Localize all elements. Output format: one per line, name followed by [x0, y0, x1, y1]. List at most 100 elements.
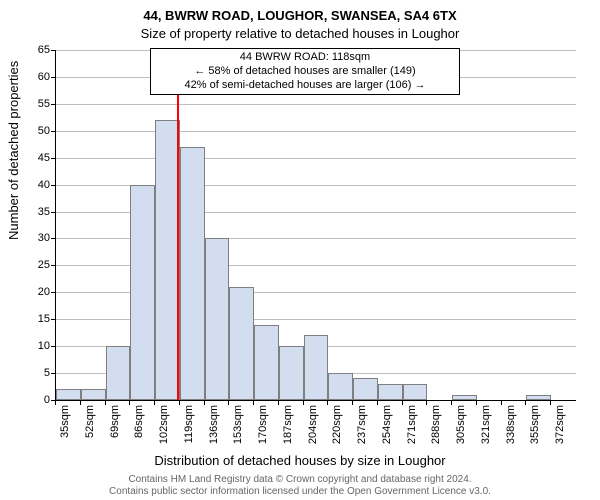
y-axis-label: Number of detached properties	[6, 61, 21, 240]
annotation-line-1: 44 BWRW ROAD: 118sqm	[155, 51, 455, 65]
annotation-line-2: ← 58% of detached houses are smaller (14…	[155, 65, 455, 79]
histogram-bar	[403, 384, 428, 400]
x-tick-mark	[550, 400, 551, 405]
x-tick-label: 52sqm	[84, 405, 96, 438]
histogram-bar	[229, 287, 254, 400]
y-tick-label: 35	[28, 206, 50, 218]
y-tick-label: 65	[28, 44, 50, 56]
grid-line	[56, 158, 576, 159]
histogram-bar	[254, 325, 279, 400]
x-tick-label: 102sqm	[158, 405, 170, 444]
y-tick-label: 15	[28, 313, 50, 325]
y-tick-mark	[51, 292, 56, 293]
x-tick-label: 69sqm	[109, 405, 121, 438]
x-tick-mark	[278, 400, 279, 405]
x-tick-label: 153sqm	[232, 405, 244, 444]
y-tick-mark	[51, 158, 56, 159]
x-tick-label: 35sqm	[59, 405, 71, 438]
histogram-bar	[81, 389, 106, 400]
y-tick-mark	[51, 346, 56, 347]
y-tick-mark	[51, 131, 56, 132]
footer-line-2: Contains public sector information licen…	[0, 486, 600, 498]
histogram-bar	[353, 378, 378, 400]
x-tick-mark	[476, 400, 477, 405]
x-tick-mark	[228, 400, 229, 405]
histogram-bar	[378, 384, 403, 400]
x-tick-mark	[377, 400, 378, 405]
y-tick-label: 55	[28, 98, 50, 110]
x-tick-mark	[105, 400, 106, 405]
grid-line	[56, 104, 576, 105]
x-tick-mark	[179, 400, 180, 405]
histogram-bar	[328, 373, 353, 400]
x-tick-mark	[55, 400, 56, 405]
plot-area	[55, 50, 576, 401]
x-tick-label: 305sqm	[455, 405, 467, 444]
y-tick-mark	[51, 319, 56, 320]
x-tick-label: 355sqm	[529, 405, 541, 444]
y-tick-label: 50	[28, 125, 50, 137]
x-tick-label: 372sqm	[554, 405, 566, 444]
y-tick-mark	[51, 104, 56, 105]
x-tick-mark	[204, 400, 205, 405]
histogram-bar	[304, 335, 329, 400]
x-tick-label: 119sqm	[183, 405, 195, 443]
x-tick-mark	[402, 400, 403, 405]
histogram-bar	[130, 185, 155, 400]
y-tick-label: 0	[28, 394, 50, 406]
histogram-bar	[452, 395, 477, 400]
x-tick-label: 136sqm	[208, 405, 220, 444]
x-tick-label: 170sqm	[257, 405, 269, 444]
x-tick-mark	[352, 400, 353, 405]
x-tick-label: 204sqm	[307, 405, 319, 444]
x-tick-label: 288sqm	[430, 405, 442, 444]
x-tick-mark	[327, 400, 328, 405]
x-tick-label: 86sqm	[133, 405, 145, 438]
x-tick-label: 338sqm	[505, 405, 517, 444]
footer-attribution: Contains HM Land Registry data © Crown c…	[0, 474, 600, 498]
x-tick-mark	[501, 400, 502, 405]
y-tick-mark	[51, 77, 56, 78]
histogram-bar	[526, 395, 551, 400]
x-axis-label: Distribution of detached houses by size …	[0, 453, 600, 468]
x-tick-label: 187sqm	[282, 405, 294, 444]
x-tick-label: 220sqm	[331, 405, 343, 444]
grid-line	[56, 131, 576, 132]
histogram-bar	[56, 389, 81, 400]
x-tick-label: 271sqm	[406, 405, 418, 444]
x-tick-mark	[426, 400, 427, 405]
y-tick-mark	[51, 50, 56, 51]
y-tick-mark	[51, 212, 56, 213]
footer-line-1: Contains HM Land Registry data © Crown c…	[0, 474, 600, 486]
y-tick-mark	[51, 373, 56, 374]
x-tick-mark	[129, 400, 130, 405]
y-tick-mark	[51, 238, 56, 239]
y-tick-mark	[51, 265, 56, 266]
x-tick-mark	[154, 400, 155, 405]
y-tick-label: 20	[28, 286, 50, 298]
x-tick-label: 254sqm	[381, 405, 393, 444]
y-tick-label: 25	[28, 259, 50, 271]
x-tick-mark	[525, 400, 526, 405]
annotation-box: 44 BWRW ROAD: 118sqm ← 58% of detached h…	[150, 48, 460, 95]
x-tick-mark	[80, 400, 81, 405]
y-tick-label: 30	[28, 232, 50, 244]
chart-subtitle: Size of property relative to detached ho…	[0, 26, 600, 41]
x-tick-label: 321sqm	[480, 405, 492, 444]
chart-container: 44, BWRW ROAD, LOUGHOR, SWANSEA, SA4 6TX…	[0, 0, 600, 500]
x-tick-mark	[451, 400, 452, 405]
histogram-bar	[180, 147, 205, 400]
y-tick-label: 60	[28, 71, 50, 83]
histogram-bar	[205, 238, 230, 400]
histogram-bar	[279, 346, 304, 400]
y-tick-label: 5	[28, 367, 50, 379]
histogram-bar	[106, 346, 131, 400]
y-tick-mark	[51, 185, 56, 186]
y-tick-label: 10	[28, 340, 50, 352]
annotation-line-3: 42% of semi-detached houses are larger (…	[155, 79, 455, 93]
y-tick-label: 40	[28, 179, 50, 191]
y-tick-label: 45	[28, 152, 50, 164]
x-tick-mark	[253, 400, 254, 405]
x-tick-label: 237sqm	[356, 405, 368, 444]
property-marker-line	[177, 50, 179, 400]
